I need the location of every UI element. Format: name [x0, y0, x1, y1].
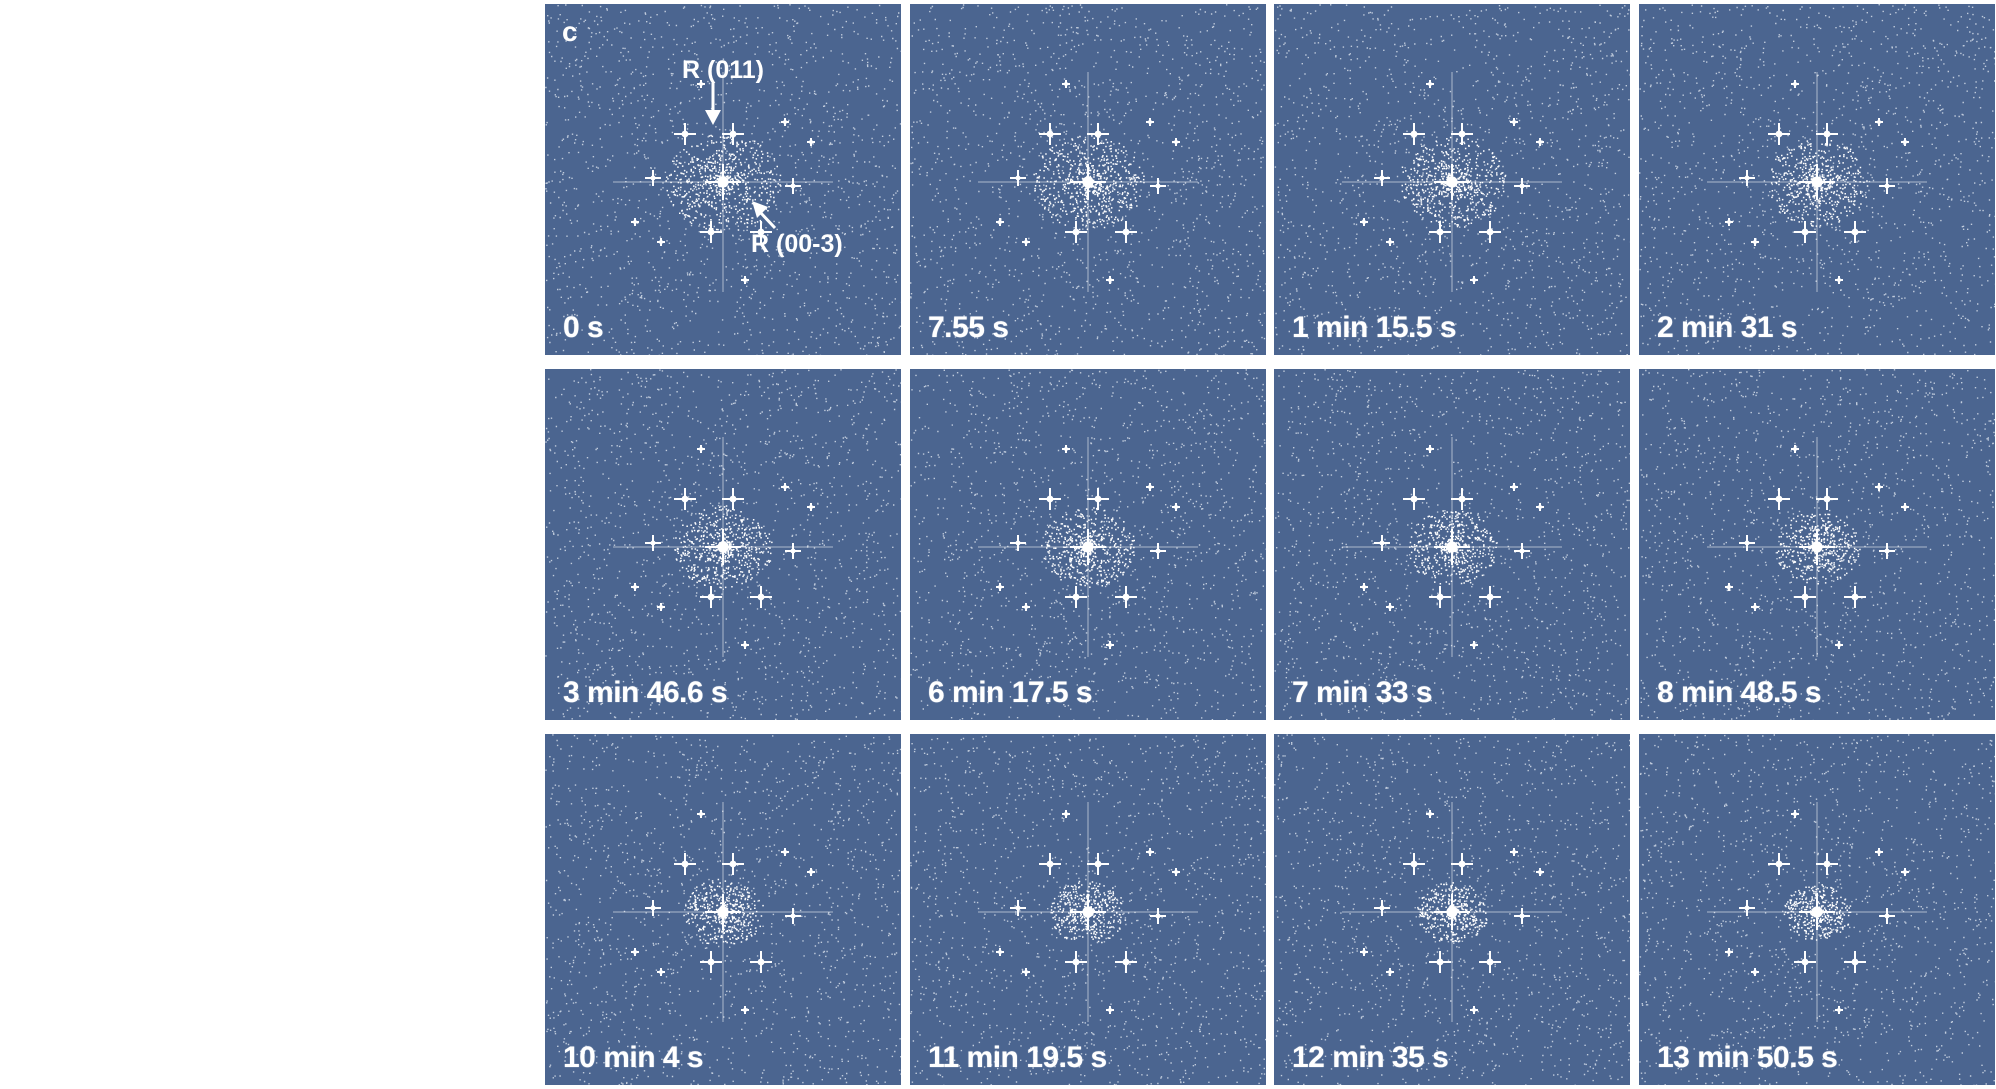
time-label: 11 min 19.5 s — [928, 1041, 1107, 1075]
diffraction-pattern — [1274, 734, 1630, 1085]
time-label: 3 min 46.6 s — [563, 676, 727, 710]
diffraction-pattern — [1639, 734, 1995, 1085]
fft-panel-4: 2 min 31 s — [1639, 4, 1995, 355]
fft-panel-9: 10 min 4 s — [545, 734, 901, 1085]
diffraction-pattern — [910, 4, 1266, 355]
fft-panel-5: 3 min 46.6 s — [545, 369, 901, 720]
diffraction-pattern — [1639, 369, 1995, 720]
time-label: 13 min 50.5 s — [1657, 1041, 1837, 1075]
fft-panel-12: 13 min 50.5 s — [1639, 734, 1995, 1085]
diffraction-pattern — [545, 734, 901, 1085]
fft-panel-11: 12 min 35 s — [1274, 734, 1630, 1085]
diffraction-pattern — [545, 369, 901, 720]
time-label: 6 min 17.5 s — [928, 676, 1092, 710]
time-label: 7.55 s — [928, 311, 1008, 345]
annotation-arrows — [545, 4, 901, 355]
time-label: 8 min 48.5 s — [1657, 676, 1821, 710]
fft-panel-3: 1 min 15.5 s — [1274, 4, 1630, 355]
diffraction-pattern — [1274, 369, 1630, 720]
fft-panel-8: 8 min 48.5 s — [1639, 369, 1995, 720]
diffraction-pattern — [1639, 4, 1995, 355]
diffraction-pattern — [1274, 4, 1630, 355]
time-label: 0 s — [563, 311, 603, 345]
time-label: 2 min 31 s — [1657, 311, 1797, 345]
fft-panel-1: c R (011) R (00-3) 0 s — [545, 4, 901, 355]
fft-panel-2: 7.55 s — [910, 4, 1266, 355]
time-label: 12 min 35 s — [1292, 1041, 1448, 1075]
fft-panel-6: 6 min 17.5 s — [910, 369, 1266, 720]
fft-panel-7: 7 min 33 s — [1274, 369, 1630, 720]
time-label: 7 min 33 s — [1292, 676, 1432, 710]
time-label: 1 min 15.5 s — [1292, 311, 1456, 345]
fft-panel-grid: c R (011) R (00-3) 0 s 7.55 s 1 min 15.5… — [545, 4, 1996, 1086]
diffraction-pattern — [910, 734, 1266, 1085]
fft-panel-10: 11 min 19.5 s — [910, 734, 1266, 1085]
time-label: 10 min 4 s — [563, 1041, 703, 1075]
diffraction-pattern — [910, 369, 1266, 720]
